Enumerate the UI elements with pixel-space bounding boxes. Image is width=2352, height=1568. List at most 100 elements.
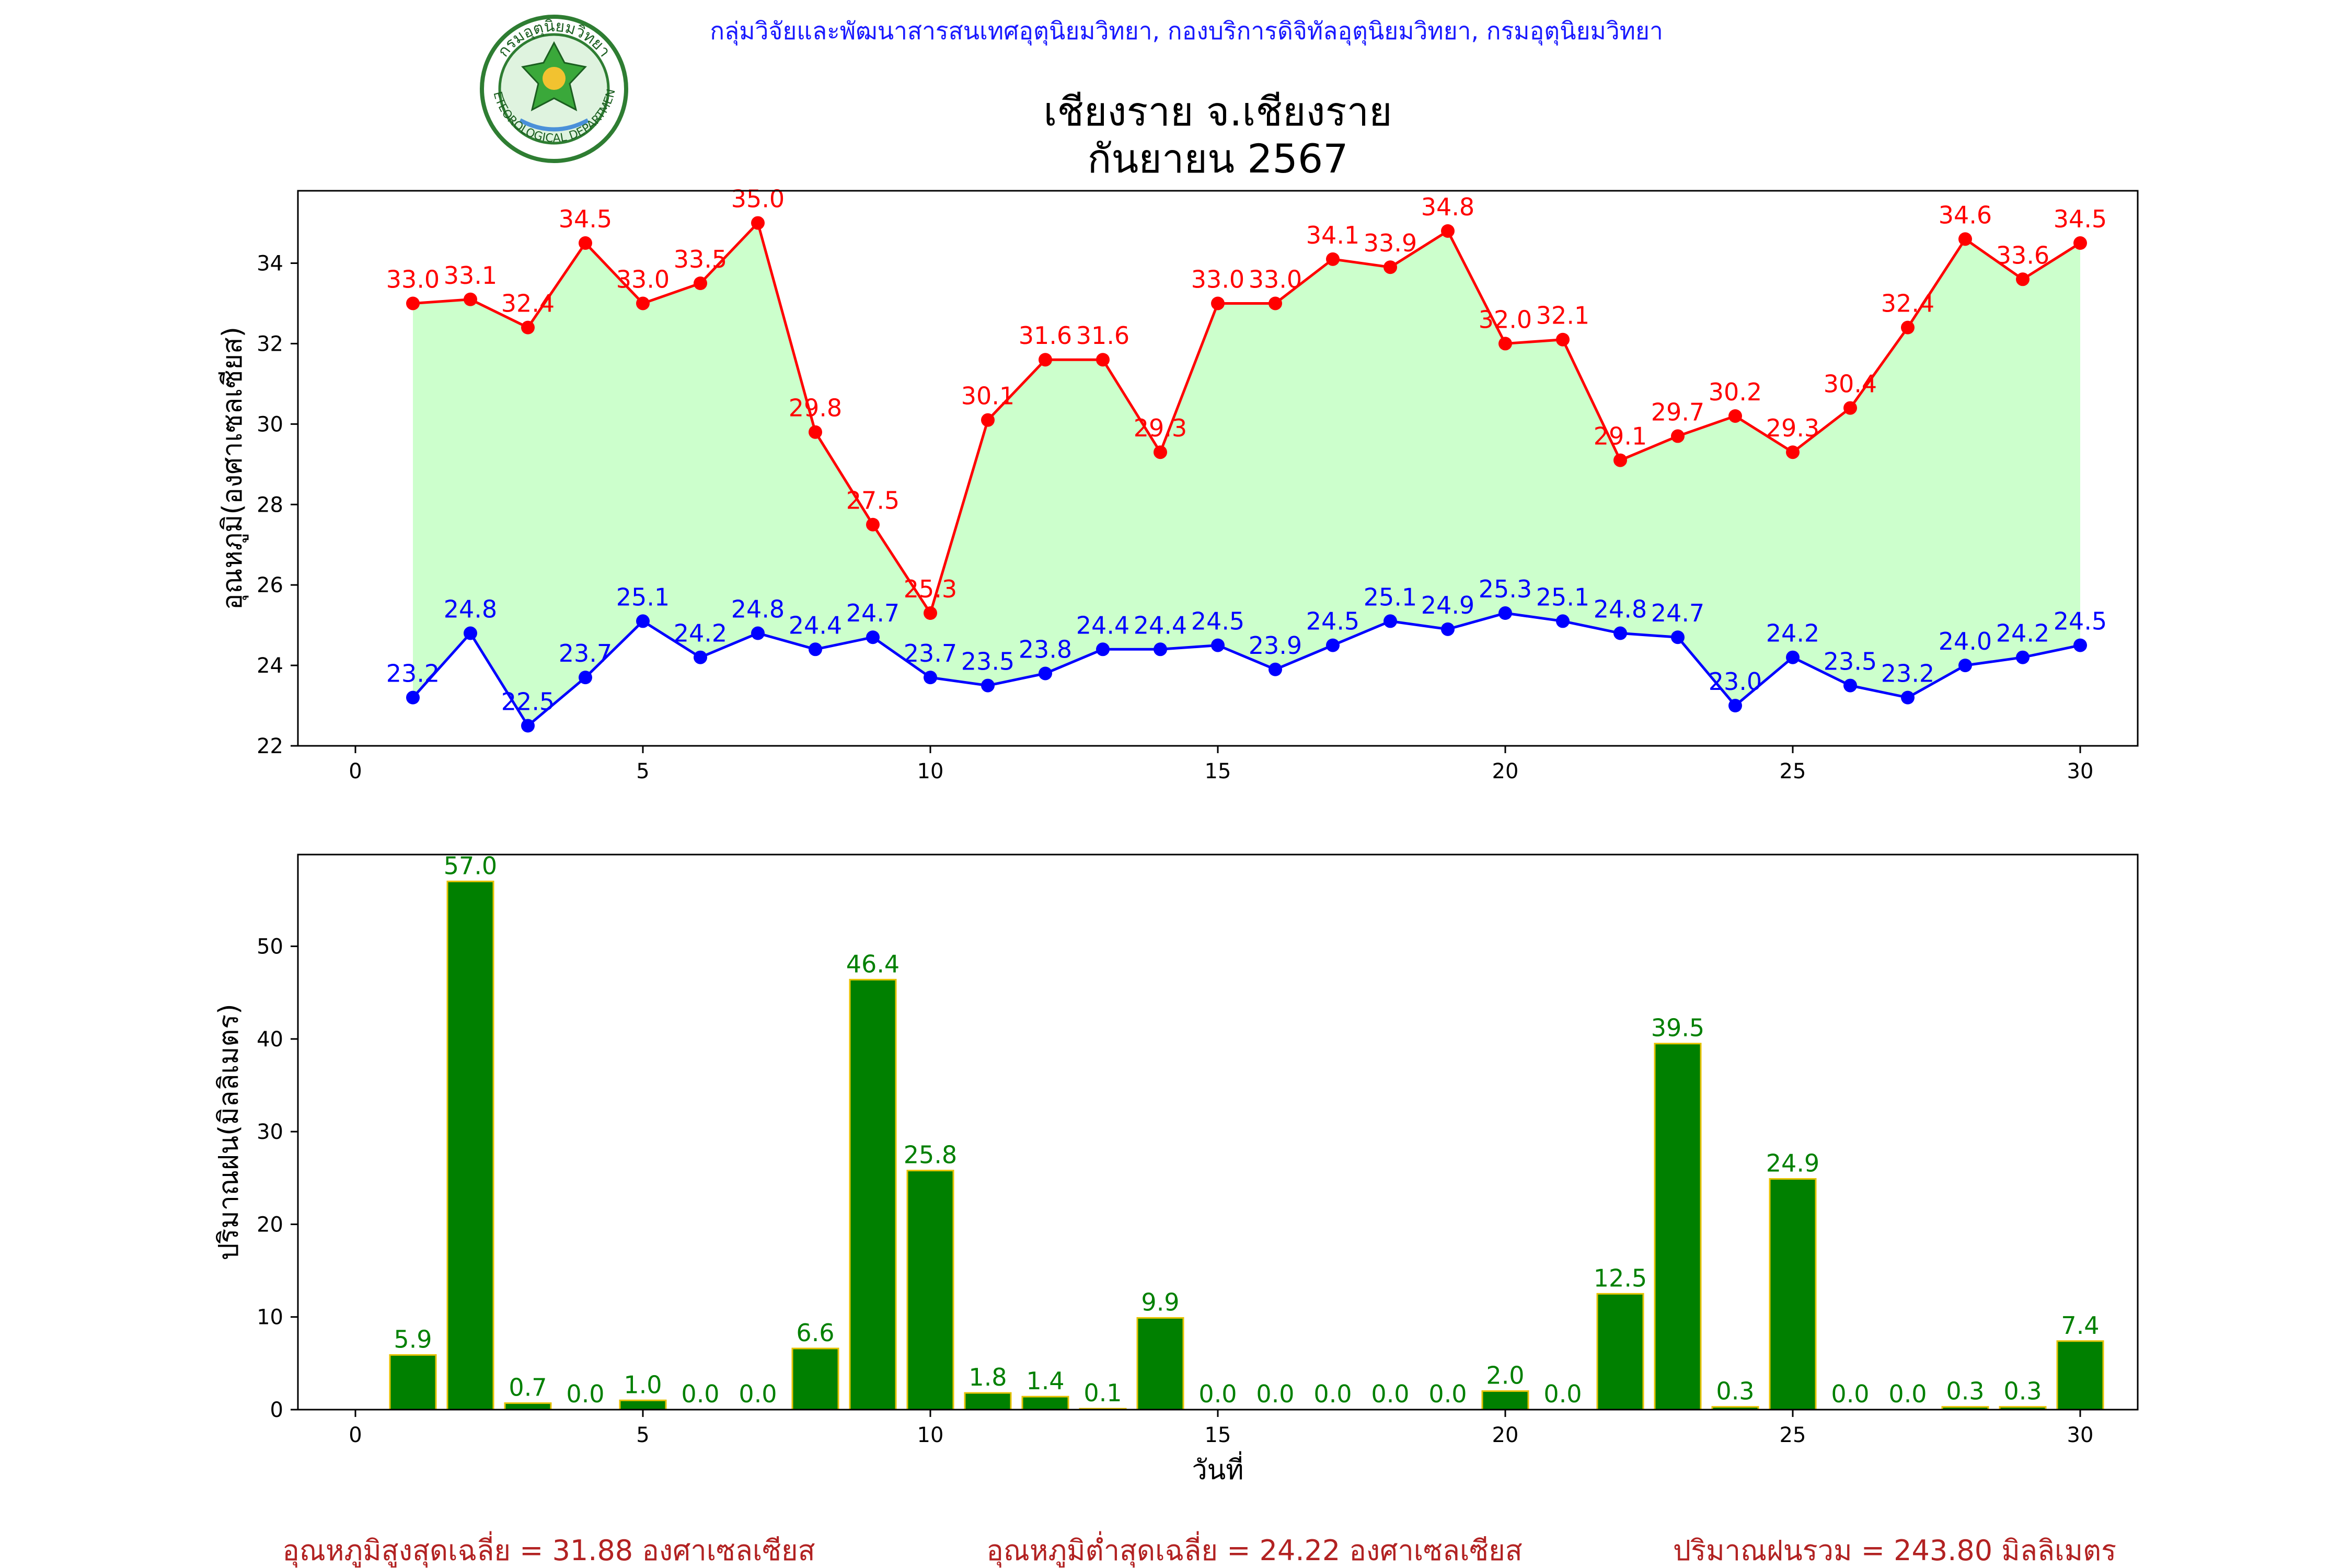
- temperature-min-point: [2016, 650, 2030, 664]
- temperature-max-point: [1039, 353, 1052, 367]
- temperature-max-line: [412, 220, 2081, 616]
- temperature-min-data-label: 24.7: [1651, 599, 1704, 627]
- temperature-max-point: [1958, 232, 1972, 246]
- rainfall-bar: [389, 1354, 437, 1411]
- temperature-x-tick-label: 0: [349, 759, 362, 783]
- rainfall-data-label: 0.3: [1716, 1377, 1754, 1405]
- temperature-min-point: [1154, 642, 1167, 656]
- temperature-max-data-label: 34.8: [1421, 193, 1474, 221]
- rainfall-y-tick-label: 20: [257, 1213, 283, 1237]
- rainfall-data-label: 0.0: [739, 1380, 777, 1408]
- temperature-min-point: [579, 671, 592, 685]
- temperature-min-point: [406, 690, 420, 705]
- temperature-x-tick-label: 30: [2067, 759, 2094, 783]
- rainfall-bar: [1654, 1043, 1702, 1411]
- temperature-min-point: [981, 678, 995, 693]
- temperature-max-data-label: 32.4: [1881, 290, 1934, 318]
- temperature-min-point: [1613, 626, 1627, 640]
- temperature-max-point: [1211, 296, 1225, 310]
- rainfall-bar: [446, 880, 494, 1411]
- rainfall-data-label: 2.0: [1486, 1362, 1524, 1390]
- temperature-min-point: [521, 719, 535, 733]
- rainfall-y-tick-label: 50: [257, 935, 283, 959]
- temperature-min-point: [924, 671, 937, 685]
- rainfall-data-label: 0.0: [1371, 1380, 1409, 1408]
- rainfall-data-label: 0.3: [2003, 1377, 2042, 1405]
- temperature-range-fill: [413, 223, 2080, 726]
- temperature-plot: 33.0 33.132.434.533.033.535.029.827.525.3…: [217, 185, 2139, 783]
- temperature-max-point: [1556, 332, 1570, 347]
- temperature-max-data-label: 34.6: [1939, 201, 1992, 229]
- temperature-max-point: [1441, 224, 1455, 238]
- temperature-max-point: [1671, 429, 1685, 443]
- temperature-max-data-label: 33.1: [444, 261, 497, 290]
- temperature-max-data-label: 35.0: [731, 185, 785, 213]
- rainfall-data-label: 0.3: [1946, 1377, 1984, 1405]
- temperature-y-tick-label: 30: [257, 412, 283, 436]
- temperature-min-point: [1843, 678, 1857, 693]
- temperature-min-data-label: 25.3: [1479, 575, 1532, 603]
- temperature-min-data-label: 24.5: [2054, 607, 2107, 636]
- temperature-min-data-label: 24.8: [444, 595, 497, 624]
- temperature-max-data-label: 30.4: [1824, 370, 1877, 398]
- rainfall-y-tick-label: 40: [257, 1028, 283, 1052]
- temperature-min-data-label: 25.1: [616, 583, 670, 611]
- rainfall-bar: [964, 1392, 1012, 1411]
- temperature-x-tick-label: 5: [636, 759, 649, 783]
- rainfall-data-label: 0.0: [1313, 1380, 1352, 1408]
- rainfall-bar: [1021, 1396, 1069, 1411]
- summary-avg-min: อุณหภูมิต่ำสุดเฉลี่ย = 24.22 องศาเซลเซีย…: [986, 1531, 1522, 1568]
- temperature-max-point: [694, 276, 707, 290]
- rainfall-plot: 5.9 57.0 0.7 0.0 1.0 0.0 0.0 6.6 46.4 25.8 1.8 1.4 0…: [213, 851, 2139, 1486]
- temperature-min-line: [412, 612, 2081, 728]
- temperature-max-data-label: 34.5: [559, 205, 612, 233]
- temperature-min-point: [464, 626, 477, 640]
- summary-total-rain: ปริมาณฝนรวม = 243.80 มิลลิเมตร: [1673, 1534, 2116, 1567]
- temperature-max-point: [1843, 401, 1857, 415]
- temperature-max-point: [1901, 320, 1915, 335]
- temperature-min-point: [1958, 659, 1972, 673]
- temperature-min-point: [1786, 650, 1800, 664]
- temperature-min-point: [2073, 638, 2087, 652]
- temperature-max-point: [924, 606, 937, 620]
- temperature-min-data-label: 24.2: [1996, 619, 2049, 648]
- temperature-min-point: [1671, 630, 1685, 644]
- temperature-max-data-label: 29.3: [1134, 414, 1187, 442]
- rainfall-data-label: 0.0: [681, 1380, 719, 1408]
- temperature-max-data-label: 30.1: [961, 382, 1014, 410]
- rainfall-x-tick-label: 25: [1780, 1423, 1806, 1447]
- temperature-min-data-label: 24.4: [1076, 611, 1129, 639]
- rainfall-data-label: 57.0: [444, 851, 497, 880]
- summary-avg-max: อุณหภูมิสูงสุดเฉลี่ย = 31.88 องศาเซลเซีย…: [282, 1531, 815, 1568]
- rainfall-bar: [1769, 1178, 1817, 1411]
- temperature-max-point: [1498, 337, 1512, 351]
- rainfall-x-tick-label: 10: [917, 1423, 944, 1447]
- rainfall-data-label: 1.0: [624, 1370, 662, 1399]
- rainfall-data-label: 0.0: [1428, 1380, 1467, 1408]
- temperature-min-point: [1096, 642, 1110, 656]
- temperature-y-tick-label: 32: [257, 332, 283, 356]
- temperature-min-data-label: 24.4: [1134, 611, 1187, 639]
- temperature-min-data-label: 24.9: [1421, 591, 1474, 619]
- temperature-x-tick-label: 15: [1205, 759, 1231, 783]
- temperature-max-data-label: 29.3: [1766, 414, 1819, 442]
- temperature-min-data-label: 24.5: [1191, 607, 1244, 636]
- temperature-max-data-label: 31.6: [1076, 321, 1129, 350]
- temperature-min-point: [1498, 606, 1512, 620]
- rainfall-bar: [849, 978, 897, 1411]
- temperature-min-point: [1326, 638, 1340, 652]
- rainfall-data-label: 0.0: [1831, 1380, 1869, 1408]
- rainfall-bar: [619, 1399, 667, 1411]
- temperature-y-tick-label: 26: [257, 573, 283, 597]
- temperature-min-data-label: 23.2: [386, 660, 440, 688]
- temperature-max-point: [751, 216, 765, 230]
- temperature-max-point: [2073, 236, 2087, 250]
- temperature-max-data-label: 29.8: [789, 394, 842, 422]
- rainfall-x-axis-label: วันที่: [1192, 1451, 1243, 1486]
- temperature-min-point: [694, 650, 707, 664]
- rainfall-data-label: 25.8: [904, 1141, 957, 1169]
- chart-title-line1: เชียงราย จ.เชียงราย: [1043, 88, 1392, 135]
- temperature-max-point: [1786, 445, 1800, 459]
- temperature-y-tick-label: 34: [257, 252, 283, 276]
